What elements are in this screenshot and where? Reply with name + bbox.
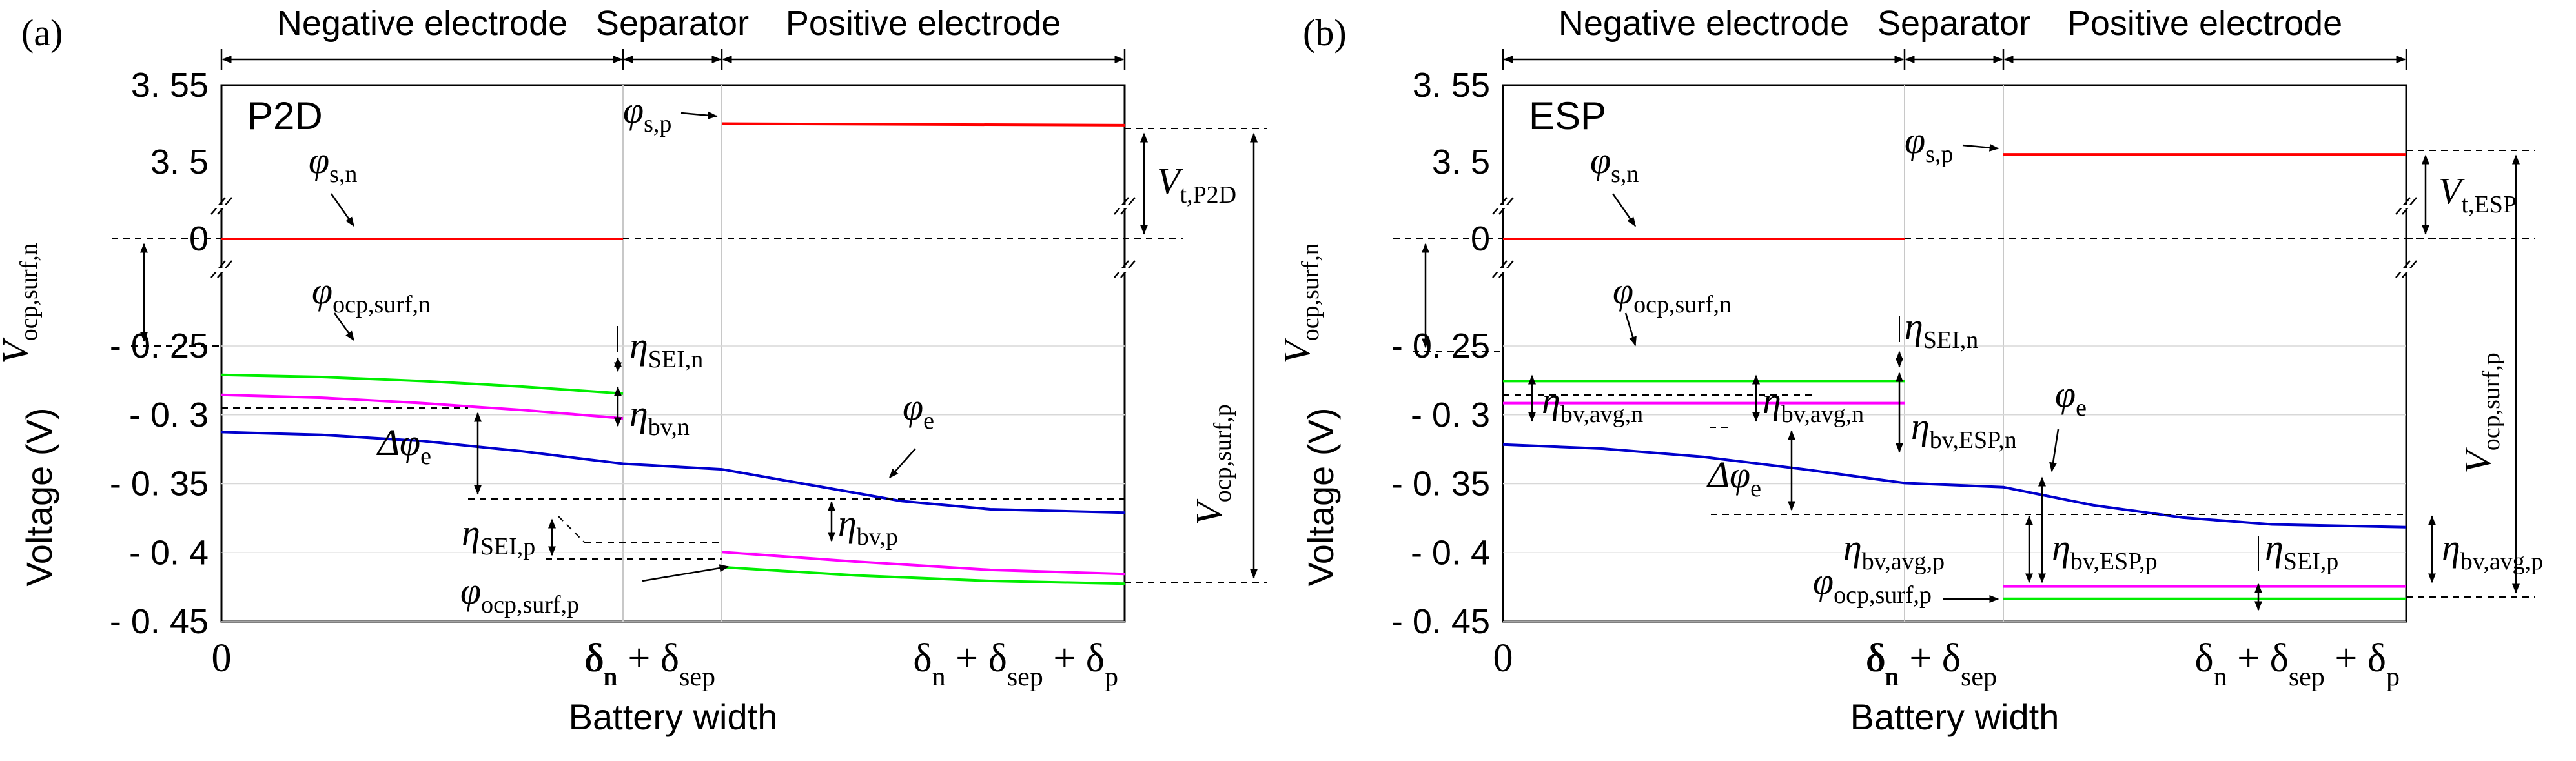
x-tick-label: 0 xyxy=(1493,636,1513,680)
label-phi-s-p: φs,p xyxy=(623,89,671,137)
pointer-arrow xyxy=(680,111,718,119)
label-eta-bv-avg-n-2: ηbv,avg,n xyxy=(1763,380,1864,428)
label-eta-bv-avg-p-2: ηbv,avg,p xyxy=(2442,527,2543,575)
label-v-ocp-p: Vocp,surf,p xyxy=(1188,404,1236,525)
label-phi-ocp-n: φocp,surf,n xyxy=(312,270,431,318)
series-line-2 xyxy=(221,373,624,395)
label-eta-bv-esp-p: ηbv,ESP,p xyxy=(2052,527,2158,575)
break-gap xyxy=(2392,268,2420,272)
pointer-arrow xyxy=(2049,429,2060,472)
y-tick-label: 3. 5 xyxy=(150,143,209,181)
break-gap xyxy=(1110,205,1139,208)
x-tick-label: δn + δsep + δp xyxy=(913,636,1118,692)
x-tick-label: δn + δsep + δp xyxy=(2194,636,2400,692)
x-axis-label: Battery width xyxy=(1850,696,2060,737)
pointer-arrow xyxy=(889,448,916,479)
y-tick-label: - 0. 45 xyxy=(110,602,209,641)
label-v-ocp-p: Vocp,surf,p xyxy=(2457,352,2505,473)
series-line-4 xyxy=(1502,443,2407,529)
label-phi-e: φe xyxy=(2055,373,2087,421)
x-tick-label: 0 xyxy=(212,636,232,680)
y-tick-label: - 0. 45 xyxy=(1391,602,1490,641)
label-phi-s-n: φs,n xyxy=(309,139,357,188)
model-label: P2D xyxy=(247,94,323,137)
pointer-arrow xyxy=(333,312,355,341)
panel-label: (a) xyxy=(21,12,63,54)
y-axis-label: Voltage (V) xyxy=(1300,407,1341,586)
label-phi-e: φe xyxy=(903,386,934,434)
label-eta-bv-p: ηbv,p xyxy=(838,502,898,551)
label-phi-s-n: φs,n xyxy=(1590,139,1639,188)
break-gap xyxy=(1110,268,1139,272)
region-label: Positive electrode xyxy=(786,4,1061,43)
pointer-arrow xyxy=(1962,143,1999,152)
label-eta-sei-p: ηSEI,p xyxy=(2265,527,2338,575)
pointer-arrow xyxy=(330,193,355,227)
label-eta-sei-n: ηSEI,n xyxy=(629,325,703,373)
y-axis-label: Voltage (V) xyxy=(19,407,59,586)
break-gap xyxy=(1489,205,1517,208)
label-eta-bv-avg-n: ηbv,avg,n xyxy=(1542,380,1643,428)
x-tick-label: δn + δsep xyxy=(1867,636,1997,692)
region-label: Positive electrode xyxy=(2067,4,2342,43)
label-v-t: Vt,P2D xyxy=(1157,160,1236,208)
y-tick-label: - 0. 25 xyxy=(1391,327,1490,365)
label-eta-bv-avg-p: ηbv,avg,p xyxy=(1843,527,1945,575)
label-eta-sei-n: ηSEI,n xyxy=(1905,305,1978,354)
break-gap xyxy=(207,205,236,208)
label-phi-ocp-p: φocp,surf,p xyxy=(460,570,579,618)
region-label: Separator xyxy=(596,4,749,43)
series-line-1 xyxy=(721,122,1125,127)
dashed-guide xyxy=(558,516,585,543)
y-tick-label: 3. 55 xyxy=(1413,66,1490,105)
break-gap xyxy=(2392,205,2420,208)
pointer-arrow xyxy=(1611,193,1637,227)
label-delta-phi-e: Δφe xyxy=(1706,454,1761,502)
break-gap xyxy=(207,268,236,272)
label-v-t: Vt,ESP xyxy=(2438,170,2517,218)
y-tick-label: 3. 55 xyxy=(131,66,209,105)
series-line-3 xyxy=(221,393,624,420)
pointer-arrow xyxy=(1624,312,1637,347)
region-label: Separator xyxy=(1877,4,2030,43)
label-phi-ocp-n: φocp,surf,n xyxy=(1613,270,1732,318)
y-tick-label: - 0. 4 xyxy=(129,533,209,572)
panel-b: (b) ESP Negative electrode Separator Positiv… xyxy=(1276,4,2543,737)
label-eta-bv-esp-n: ηbv,ESP,n xyxy=(1911,405,2017,454)
y-tick-label: - 0. 35 xyxy=(110,465,209,503)
model-label: ESP xyxy=(1529,94,1606,137)
y-tick-label: 3. 5 xyxy=(1432,143,1490,181)
label-eta-sei-p: ηSEI,p xyxy=(462,512,535,560)
pointer-arrow xyxy=(642,564,730,582)
region-label: Negative electrode xyxy=(277,4,567,43)
label-eta-bv-n: ηbv,n xyxy=(629,392,690,441)
x-tick-label: δn xyxy=(1866,636,1898,692)
panel-label: (b) xyxy=(1303,12,1347,54)
series-line-5 xyxy=(721,551,1125,576)
y-tick-label: - 0. 4 xyxy=(1411,533,1490,572)
y-tick-label: - 0. 3 xyxy=(1411,396,1490,434)
y-tick-label: - 0. 35 xyxy=(1391,465,1490,503)
region-label: Negative electrode xyxy=(1559,4,1849,43)
label-phi-s-p: φs,p xyxy=(1905,119,1953,168)
panel-a: (a) P2D Negative electrode Separator Positiv… xyxy=(0,4,1267,737)
x-axis-label: Battery width xyxy=(569,696,778,737)
label-delta-phi-e: Δφe xyxy=(376,421,431,470)
y-tick-label: - 0. 3 xyxy=(129,396,209,434)
label-phi-ocp-p: φocp,surf,p xyxy=(1813,560,1932,609)
x-tick-label: δn xyxy=(584,636,617,692)
series-line-6 xyxy=(721,565,1125,585)
label-v-ocp-n: Vocp,surf,n xyxy=(0,243,43,363)
break-gap xyxy=(1489,268,1517,272)
series-line-4 xyxy=(221,431,1125,514)
x-tick-label: δn + δsep xyxy=(586,636,715,692)
label-v-ocp-n: Vocp,surf,n xyxy=(1276,243,1324,363)
